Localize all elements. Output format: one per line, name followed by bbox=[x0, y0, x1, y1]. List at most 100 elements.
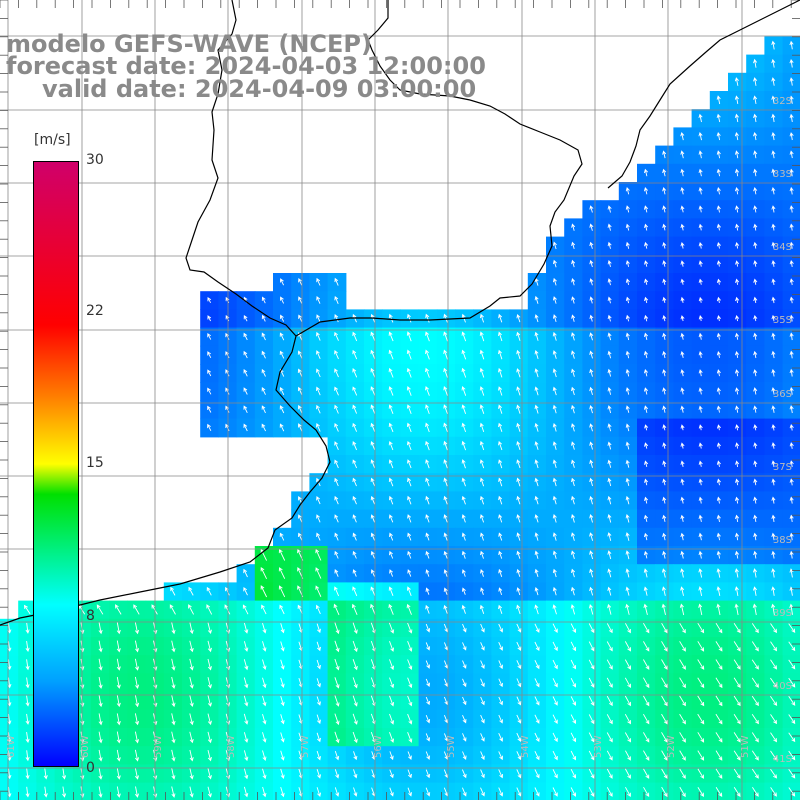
wind-arrow bbox=[607, 495, 612, 505]
wind-arrow bbox=[644, 296, 649, 304]
wind-arrow bbox=[498, 604, 503, 614]
wind-arrow bbox=[771, 241, 776, 249]
wind-arrow bbox=[588, 641, 595, 652]
wind-arrow bbox=[243, 350, 248, 359]
wind-arrow bbox=[753, 405, 758, 413]
wind-arrow bbox=[607, 314, 612, 322]
wind-arrow bbox=[334, 750, 340, 761]
wind-arrow bbox=[771, 223, 776, 231]
wind-arrow bbox=[480, 733, 485, 742]
wind-arrow bbox=[370, 569, 375, 577]
wind-arrow bbox=[189, 658, 194, 671]
wind-arrow bbox=[443, 459, 448, 469]
wind-arrow bbox=[751, 714, 759, 725]
wind-arrow bbox=[297, 423, 303, 432]
wind-arrow bbox=[516, 477, 521, 487]
wind-arrow bbox=[498, 587, 503, 596]
wind-arrow bbox=[316, 659, 321, 670]
wind-arrow bbox=[662, 150, 667, 159]
wind-arrow bbox=[534, 623, 540, 633]
wind-arrow bbox=[661, 659, 668, 670]
wind-arrow bbox=[389, 641, 395, 652]
wind-arrow bbox=[516, 550, 521, 559]
wind-arrow bbox=[225, 586, 230, 596]
wind-arrow bbox=[624, 641, 631, 652]
wind-arrow bbox=[625, 387, 630, 395]
wind-arrow bbox=[662, 332, 667, 340]
wind-arrow bbox=[297, 368, 303, 377]
wind-arrow bbox=[644, 223, 649, 231]
wind-arrow bbox=[534, 331, 539, 341]
wind-arrow bbox=[734, 405, 740, 413]
wind-arrow bbox=[698, 369, 703, 377]
wind-arrow bbox=[461, 514, 466, 523]
wind-arrow bbox=[480, 714, 485, 724]
wind-arrow bbox=[171, 676, 176, 689]
wind-arrow bbox=[262, 750, 267, 762]
wind-arrow bbox=[480, 550, 485, 559]
wind-arrow bbox=[552, 423, 557, 432]
wind-arrow bbox=[534, 514, 539, 523]
wind-arrow bbox=[770, 659, 778, 670]
wind-arrow bbox=[552, 386, 557, 396]
wind-arrow bbox=[552, 277, 557, 286]
wind-arrow bbox=[734, 77, 739, 86]
wind-arrow bbox=[789, 168, 794, 177]
wind-arrow bbox=[662, 496, 667, 504]
wind-arrow bbox=[261, 405, 266, 414]
wind-arrow bbox=[480, 696, 485, 706]
wind-speed-cell bbox=[600, 782, 620, 800]
wind-arrow bbox=[716, 405, 721, 413]
wind-arrow bbox=[498, 422, 503, 432]
wind-arrow bbox=[735, 442, 740, 449]
wind-arrow bbox=[389, 550, 394, 559]
wind-arrow bbox=[607, 223, 612, 231]
wind-arrow bbox=[735, 260, 740, 267]
wind-arrow bbox=[479, 386, 485, 396]
wind-arrow bbox=[643, 568, 648, 578]
wind-arrow bbox=[753, 369, 758, 377]
wind-arrow bbox=[552, 659, 558, 670]
wind-arrow bbox=[498, 514, 503, 523]
wind-arrow bbox=[479, 495, 485, 505]
wind-arrow bbox=[625, 459, 630, 468]
wind-arrow bbox=[443, 404, 448, 415]
wind-arrow bbox=[334, 622, 340, 635]
wind-arrow bbox=[534, 751, 540, 761]
wind-arrow bbox=[734, 332, 740, 340]
wind-arrow bbox=[571, 459, 576, 468]
wind-arrow bbox=[643, 514, 649, 522]
wind-arrow bbox=[298, 296, 303, 304]
wind-arrow bbox=[334, 713, 340, 726]
wind-arrow bbox=[261, 314, 266, 322]
wind-arrow bbox=[243, 332, 248, 341]
wind-arrow bbox=[625, 750, 631, 761]
wind-arrow bbox=[753, 424, 758, 431]
wind-arrow bbox=[716, 586, 721, 596]
wind-arrow bbox=[643, 786, 650, 798]
wind-arrow bbox=[407, 477, 412, 487]
wind-arrow bbox=[589, 532, 594, 541]
wind-arrow bbox=[389, 769, 394, 779]
wind-arrow bbox=[116, 749, 121, 762]
wind-arrow bbox=[207, 622, 212, 635]
wind-arrow bbox=[715, 732, 723, 743]
wind-arrow bbox=[262, 732, 267, 743]
wind-arrow bbox=[789, 205, 794, 213]
wind-arrow bbox=[351, 603, 358, 615]
wind-arrow bbox=[662, 186, 667, 195]
wind-arrow bbox=[498, 733, 503, 742]
wind-arrow bbox=[589, 441, 594, 450]
wind-arrow bbox=[407, 313, 412, 323]
wind-arrow bbox=[716, 350, 721, 358]
wind-arrow bbox=[643, 622, 650, 634]
wind-arrow bbox=[516, 314, 521, 323]
wind-arrow bbox=[625, 314, 630, 322]
wind-arrow bbox=[625, 532, 630, 541]
wind-arrow bbox=[207, 786, 212, 798]
wind-arrow bbox=[498, 313, 503, 323]
colorbar-unit: [m/s] bbox=[34, 132, 71, 148]
wind-arrow bbox=[279, 423, 285, 432]
wind-arrow bbox=[334, 441, 339, 450]
wind-arrow bbox=[98, 786, 103, 798]
